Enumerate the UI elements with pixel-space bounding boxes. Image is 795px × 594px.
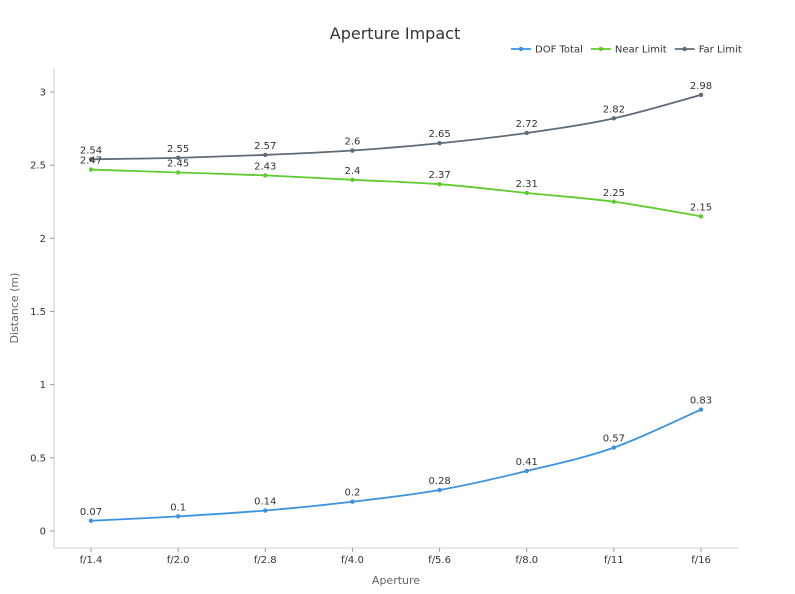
data-label-near-limit: 2.31 [516, 179, 538, 190]
data-point-far-limit [524, 130, 529, 136]
data-label-dof-total: 0.57 [603, 434, 625, 445]
data-label-far-limit: 2.54 [80, 145, 102, 156]
data-point-near-limit [263, 173, 268, 178]
data-label-far-limit: 2.57 [254, 141, 276, 152]
legend-item-dof-total: DOF Total [511, 45, 583, 56]
data-label-far-limit: 2.72 [516, 119, 538, 130]
x-tick-label: f/11 [604, 555, 624, 566]
data-label-near-limit: 2.4 [344, 166, 360, 177]
y-tick-label: 0.5 [30, 453, 46, 464]
series-points [88, 92, 704, 523]
data-point-dof-total [175, 514, 181, 519]
x-tick-label: f/16 [691, 555, 711, 566]
data-label-near-limit: 2.47 [80, 156, 102, 167]
x-tick-label: f/1.4 [80, 555, 103, 566]
x-tick-label: f/2.0 [167, 555, 190, 566]
data-point-far-limit [88, 157, 94, 162]
data-labels: 0.07 0.1 0.14 0.2 0.28 0.41 0.57 0.83 2.47 2.45 2.… [80, 81, 712, 518]
data-point-far-limit [175, 155, 181, 161]
data-point-near-limit [350, 177, 355, 182]
data-label-dof-total: 0.2 [344, 488, 360, 499]
data-label-far-limit: 2.82 [603, 104, 625, 115]
x-ticks: f/1.4 f/2.0 f/2.8 f/4.0 f/5.6 f/8.0 f/11 f/16 [80, 548, 711, 566]
data-label-dof-total: 0.14 [254, 497, 276, 508]
data-label-near-limit: 2.37 [428, 170, 450, 181]
y-axis-title: Distance (m) [8, 273, 21, 344]
data-label-dof-total: 0.41 [516, 457, 538, 468]
data-point-dof-total [263, 508, 268, 513]
data-point-far-limit [437, 141, 442, 146]
series-line-far-limit [90, 94, 702, 161]
data-label-dof-total: 0.1 [170, 502, 186, 513]
x-axis-title: Aperture [372, 574, 420, 587]
x-tick-label: f/8.0 [515, 555, 538, 566]
data-point-far-limit [611, 116, 617, 121]
data-point-dof-total [437, 487, 442, 493]
series-line-dof-total [90, 408, 702, 522]
data-point-near-limit [175, 170, 181, 175]
data-label-far-limit: 2.98 [690, 81, 712, 92]
data-point-far-limit [698, 92, 704, 98]
axes [53, 69, 738, 549]
y-tick-label: 3 [40, 88, 46, 99]
legend-item-far-limit: Far Limit [674, 45, 742, 56]
data-label-far-limit: 2.6 [344, 137, 360, 148]
data-point-near-limit [698, 214, 704, 219]
x-tick-label: f/4.0 [341, 555, 364, 566]
y-tick-label: 2.5 [30, 161, 46, 172]
data-label-near-limit: 2.45 [167, 158, 189, 169]
x-tick-label: f/2.8 [254, 555, 277, 566]
legend: DOF Total Near Limit Far Limit [511, 45, 742, 56]
data-point-near-limit [524, 190, 529, 196]
data-point-dof-total [698, 407, 704, 412]
data-point-dof-total [611, 445, 617, 450]
data-label-dof-total: 0.07 [80, 507, 102, 518]
data-point-dof-total [88, 518, 94, 523]
legend-label: Far Limit [699, 45, 742, 56]
series-lines [90, 94, 702, 522]
y-tick-label: 2 [40, 234, 46, 245]
data-label-far-limit: 2.65 [428, 129, 450, 140]
chart-title: Aperture Impact [330, 24, 460, 43]
data-label-near-limit: 2.43 [254, 161, 276, 172]
data-label-dof-total: 0.83 [690, 396, 712, 407]
data-point-near-limit [611, 199, 617, 204]
data-label-far-limit: 2.55 [167, 144, 189, 155]
data-label-dof-total: 0.28 [428, 476, 450, 487]
data-label-near-limit: 2.15 [690, 202, 712, 213]
y-tick-label: 0 [40, 527, 46, 538]
data-point-dof-total [524, 468, 529, 474]
data-point-near-limit [88, 167, 94, 172]
legend-swatch-marker [518, 46, 524, 52]
legend-label: Near Limit [615, 45, 667, 56]
legend-label: DOF Total [535, 45, 583, 56]
legend-swatch-marker [682, 46, 687, 52]
y-tick-label: 1.5 [30, 307, 46, 318]
legend-item-near-limit: Near Limit [590, 45, 667, 56]
y-ticks: 0 0.5 1 1.5 2 2.5 3 [30, 88, 54, 538]
data-point-far-limit [350, 148, 355, 153]
x-tick-label: f/5.6 [428, 555, 451, 566]
legend-swatch-marker [598, 46, 604, 52]
data-label-near-limit: 2.25 [603, 188, 625, 199]
series-line-near-limit [90, 168, 702, 218]
data-point-dof-total [350, 499, 355, 504]
y-tick-label: 1 [40, 380, 46, 391]
data-point-near-limit [437, 181, 442, 187]
data-point-far-limit [263, 152, 268, 158]
